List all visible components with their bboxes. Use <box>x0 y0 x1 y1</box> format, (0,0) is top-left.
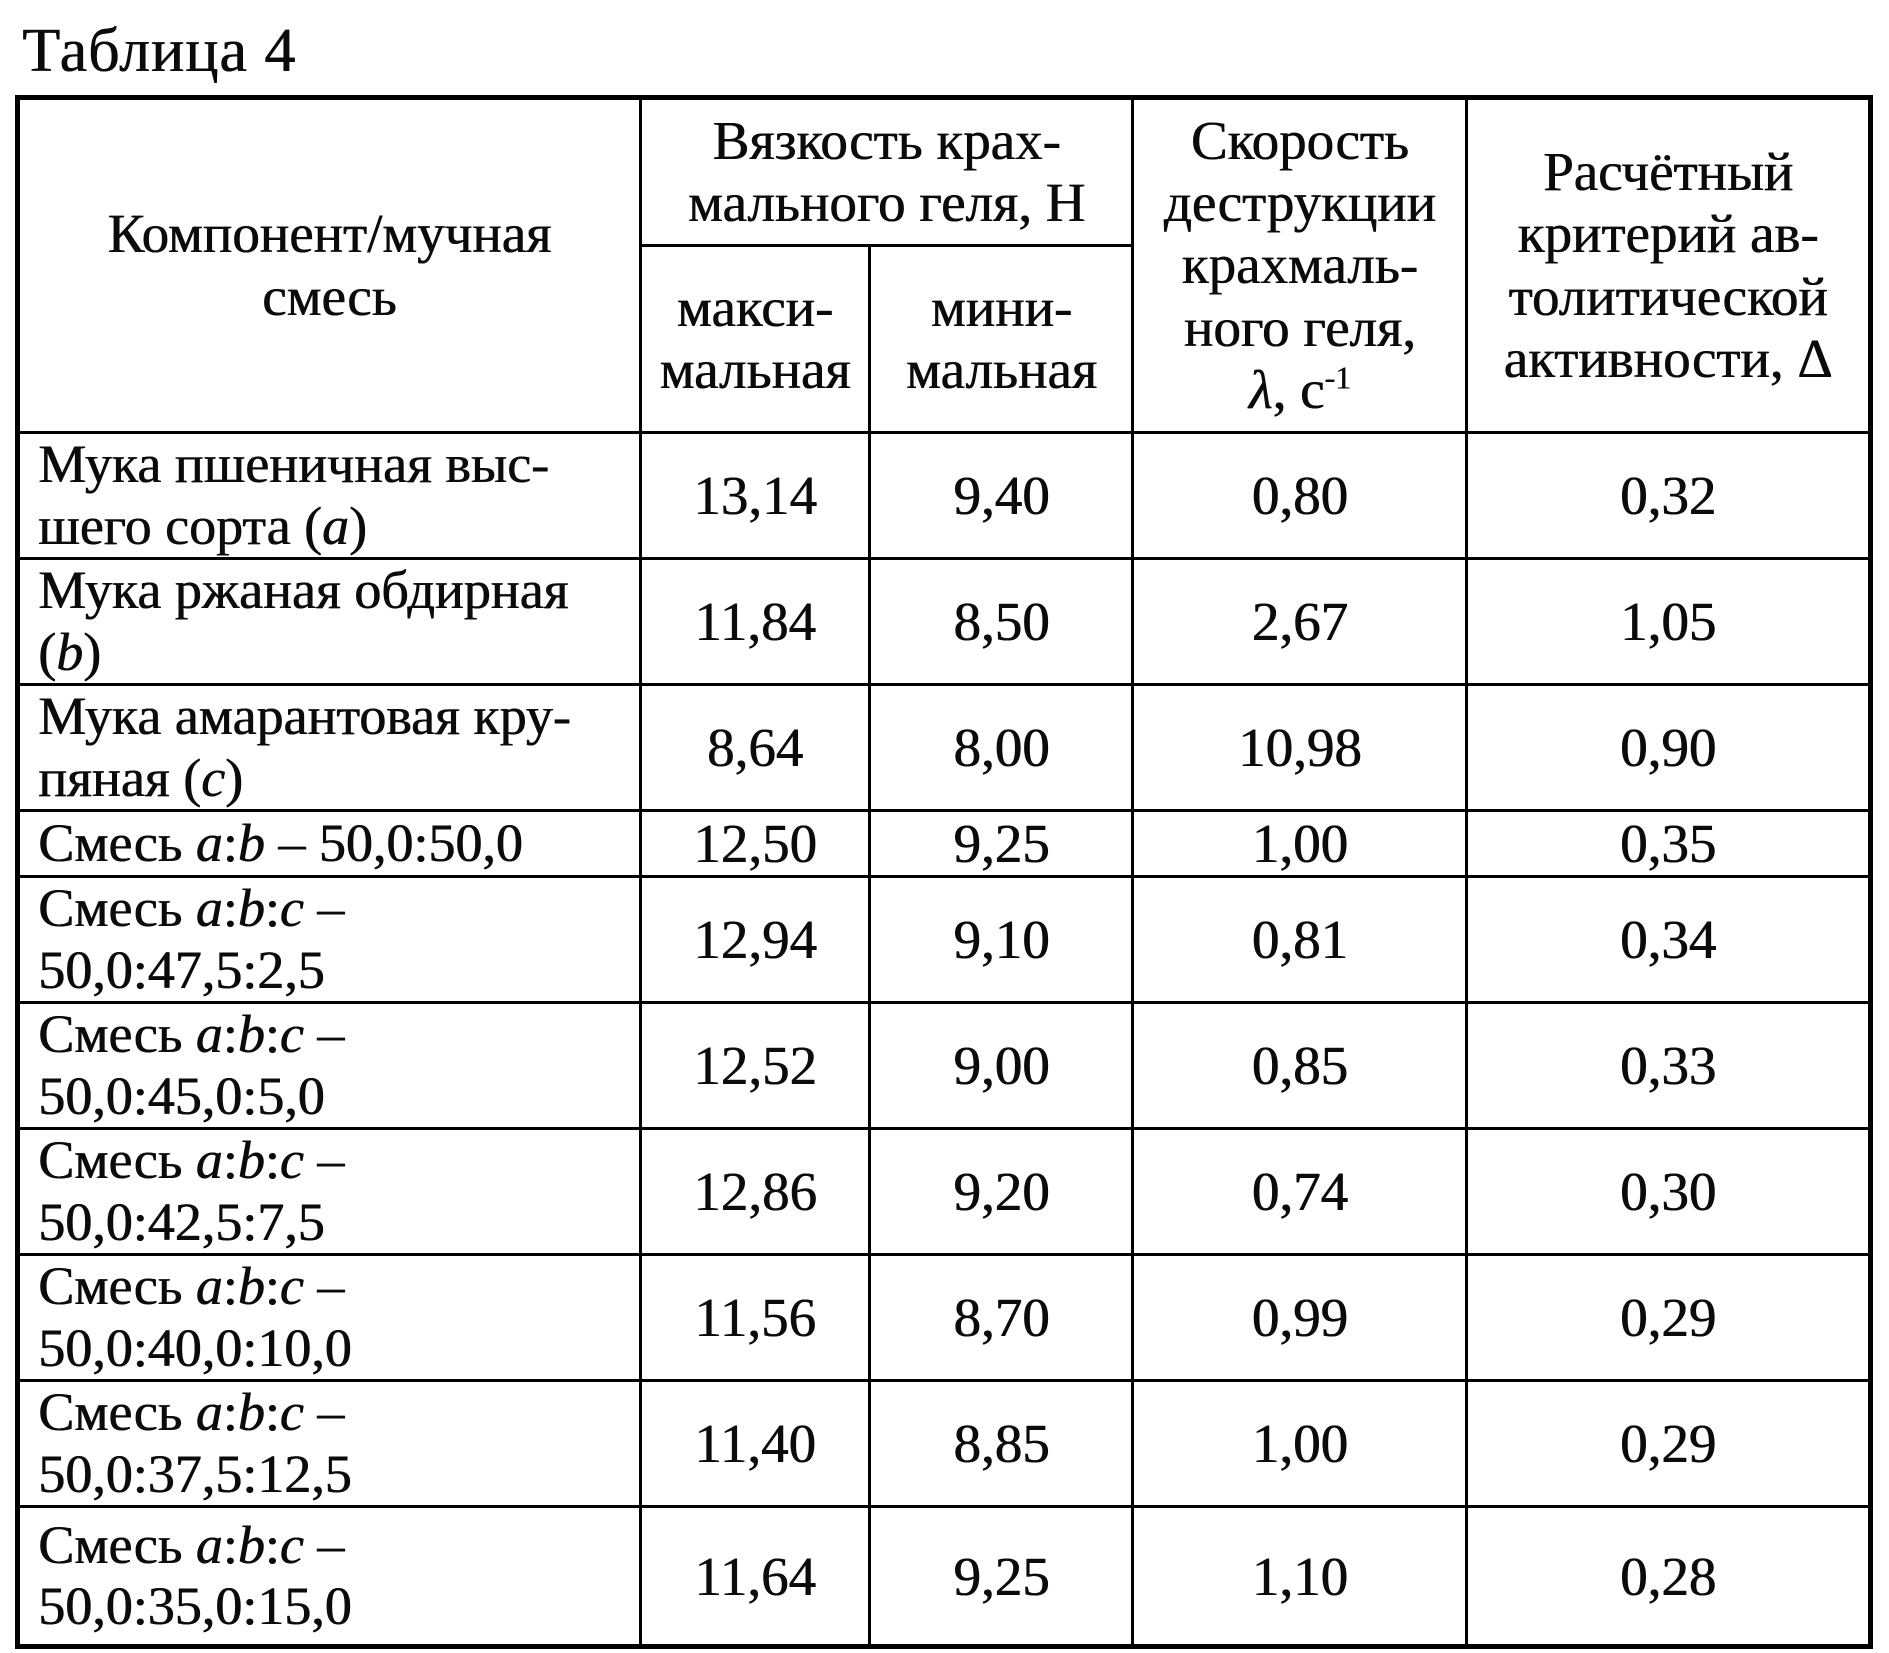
viscosity-min-cell: 9,25 <box>868 1505 1135 1648</box>
table-row: Смесь a:b:c – 50,0:35,0:15,0 11,64 9,25 … <box>16 1505 1872 1648</box>
component-label-cell: Смесь a:b:c – 50,0:45,0:5,0 <box>16 1001 642 1130</box>
component-label-cell: Смесь a:b:c – 50,0:37,5:12,5 <box>16 1379 642 1508</box>
criterion-cell: 0,29 <box>1465 1253 1872 1382</box>
viscosity-max-cell: 11,84 <box>638 557 872 686</box>
viscosity-max-cell: 8,64 <box>638 683 872 812</box>
table-row: Смесь a:b:c – 50,0:47,5:2,5 12,94 9,10 0… <box>16 875 1872 1004</box>
data-table: Компонент/мучная смесь Вязкость крах- ма… <box>15 95 1873 1649</box>
viscosity-min-cell: 8,85 <box>868 1379 1135 1508</box>
destruction-rate-cell: 0,80 <box>1131 431 1469 560</box>
table-row: Смесь a:b:c – 50,0:42,5:7,5 12,86 9,20 0… <box>16 1127 1872 1256</box>
destruction-rate-cell: 0,74 <box>1131 1127 1469 1256</box>
viscosity-max-cell: 12,52 <box>638 1001 872 1130</box>
component-label-cell: Смесь a:b:c – 50,0:40,0:10,0 <box>16 1253 642 1382</box>
viscosity-max-cell: 11,56 <box>638 1253 872 1382</box>
header-viscosity-min: мини- мальная <box>868 244 1135 434</box>
component-label-cell: Смесь a:b:c – 50,0:42,5:7,5 <box>16 1127 642 1256</box>
component-label-cell: Смесь a:b – 50,0:50,0 <box>16 809 642 878</box>
table-row: Смесь a:b:c – 50,0:40,0:10,0 11,56 8,70 … <box>16 1253 1872 1382</box>
viscosity-max-cell: 12,94 <box>638 875 872 1004</box>
destruction-rate-cell: 0,99 <box>1131 1253 1469 1382</box>
component-label-cell: Мука пшеничная выс- шего сорта (a) <box>16 431 642 560</box>
viscosity-max-cell: 12,86 <box>638 1127 872 1256</box>
viscosity-max-cell: 11,40 <box>638 1379 872 1508</box>
table-row: Мука амарантовая кру- пяная (c) 8,64 8,0… <box>16 683 1872 812</box>
table-row: Мука ржаная обдирная (b) 11,84 8,50 2,67… <box>16 557 1872 686</box>
viscosity-min-cell: 9,40 <box>868 431 1135 560</box>
viscosity-min-cell: 8,70 <box>868 1253 1135 1382</box>
criterion-cell: 0,33 <box>1465 1001 1872 1130</box>
criterion-cell: 0,28 <box>1465 1505 1872 1648</box>
viscosity-min-cell: 9,10 <box>868 875 1135 1004</box>
destruction-rate-cell: 1,00 <box>1131 1379 1469 1508</box>
header-row-sub: макси- мальная мини- мальная <box>18 244 1871 434</box>
criterion-cell: 0,32 <box>1465 431 1872 560</box>
component-label-cell: Смесь a:b:c – 50,0:35,0:15,0 <box>16 1505 642 1648</box>
viscosity-min-cell: 9,25 <box>868 809 1135 878</box>
table-header: Компонент/мучная смесь Вязкость крах- ма… <box>16 96 1872 434</box>
criterion-cell: 0,29 <box>1465 1379 1872 1508</box>
viscosity-max-cell: 12,50 <box>638 809 872 878</box>
table-row: Смесь a:b:c – 50,0:45,0:5,0 12,52 9,00 0… <box>16 1001 1872 1130</box>
criterion-cell: 0,30 <box>1465 1127 1872 1256</box>
viscosity-max-cell: 11,64 <box>638 1505 872 1648</box>
criterion-cell: 0,34 <box>1465 875 1872 1004</box>
destruction-rate-cell: 0,81 <box>1131 875 1469 1004</box>
header-component: Компонент/мучная смесь <box>16 96 642 434</box>
criterion-cell: 1,05 <box>1465 557 1872 686</box>
criterion-cell: 0,90 <box>1465 683 1872 812</box>
table-row: Смесь a:b – 50,0:50,0 12,50 9,25 1,00 0,… <box>16 809 1872 878</box>
viscosity-min-cell: 8,50 <box>868 557 1135 686</box>
criterion-cell: 0,35 <box>1465 809 1872 878</box>
component-label-cell: Мука амарантовая кру- пяная (c) <box>16 683 642 812</box>
header-autolytic-criterion: Расчётный критерий ав- толитической акти… <box>1465 96 1872 434</box>
destruction-rate-cell: 1,10 <box>1131 1505 1469 1648</box>
header-viscosity-group: Вязкость крах- мального геля, Н <box>638 96 1135 247</box>
table-caption: Таблица 4 <box>22 17 297 85</box>
header-viscosity-max: макси- мальная <box>638 244 872 434</box>
table-row: Смесь a:b:c – 50,0:37,5:12,5 11,40 8,85 … <box>16 1379 1872 1508</box>
viscosity-max-cell: 13,14 <box>638 431 872 560</box>
component-label-cell: Смесь a:b:c – 50,0:47,5:2,5 <box>16 875 642 1004</box>
header-row-group: Компонент/мучная смесь Вязкость крах- ма… <box>16 96 1872 434</box>
destruction-rate-cell: 2,67 <box>1131 557 1469 686</box>
header-destruction-rate: Скорость деструкции крахмаль- ного геля,… <box>1131 96 1469 434</box>
destruction-rate-cell: 1,00 <box>1131 809 1469 878</box>
destruction-rate-cell: 10,98 <box>1131 683 1469 812</box>
table-row: Мука пшеничная выс- шего сорта (a) 13,14… <box>16 431 1872 560</box>
component-label-cell: Мука ржаная обдирная (b) <box>16 557 642 686</box>
viscosity-min-cell: 8,00 <box>868 683 1135 812</box>
viscosity-min-cell: 9,20 <box>868 1127 1135 1256</box>
destruction-rate-cell: 0,85 <box>1131 1001 1469 1130</box>
viscosity-min-cell: 9,00 <box>868 1001 1135 1130</box>
table-body: Мука пшеничная выс- шего сорта (a) 13,14… <box>16 431 1872 1648</box>
